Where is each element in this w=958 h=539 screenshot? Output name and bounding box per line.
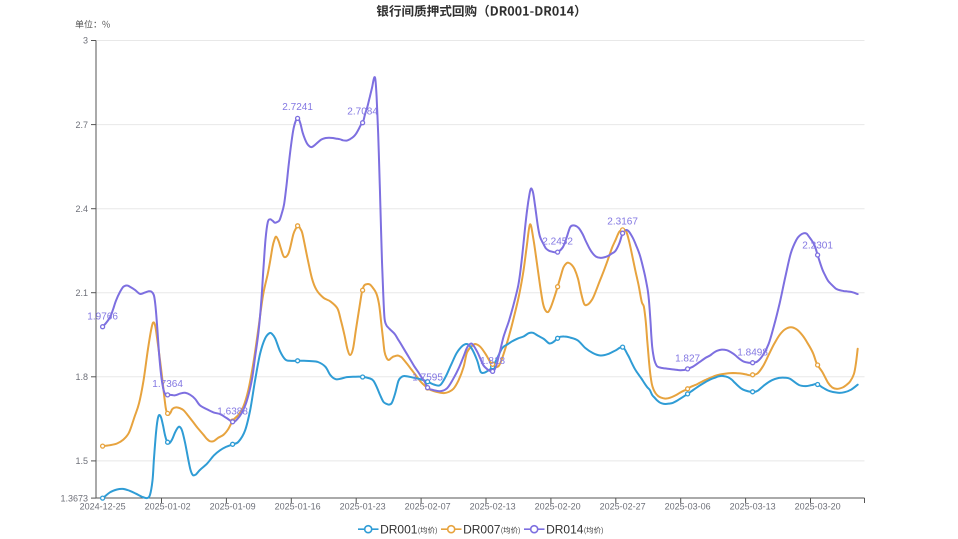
svg-text:1.3673: 1.3673 (60, 493, 88, 503)
svg-text:3: 3 (83, 36, 88, 46)
svg-text:2.1: 2.1 (75, 288, 88, 298)
svg-text:1.9766: 1.9766 (87, 312, 118, 323)
svg-text:2025-01-02: 2025-01-02 (145, 502, 191, 512)
svg-text:2025-03-06: 2025-03-06 (665, 502, 711, 512)
svg-text:2025-02-13: 2025-02-13 (470, 502, 516, 512)
svg-text:2025-03-20: 2025-03-20 (795, 502, 841, 512)
svg-text:1.7595: 1.7595 (412, 373, 443, 384)
svg-text:2025-01-16: 2025-01-16 (275, 502, 321, 512)
svg-text:1.6388: 1.6388 (217, 406, 248, 417)
svg-text:1.5: 1.5 (75, 456, 88, 466)
svg-text:2.7241: 2.7241 (282, 102, 313, 113)
svg-text:2.2301: 2.2301 (802, 241, 833, 252)
svg-text:2025-02-20: 2025-02-20 (535, 502, 581, 512)
svg-text:1.8498: 1.8498 (737, 347, 768, 358)
svg-text:2.3167: 2.3167 (607, 216, 638, 227)
svg-text:2025-03-13: 2025-03-13 (730, 502, 776, 512)
svg-text:2025-01-23: 2025-01-23 (340, 502, 386, 512)
svg-text:2.7084: 2.7084 (347, 107, 378, 118)
svg-text:2025-02-27: 2025-02-27 (600, 502, 646, 512)
svg-text:DR014: DR014 (546, 522, 584, 536)
svg-text:2025-02-07: 2025-02-07 (405, 502, 451, 512)
svg-text:2024-12-25: 2024-12-25 (80, 502, 126, 512)
svg-text:1.8: 1.8 (75, 372, 88, 382)
svg-text:2.4: 2.4 (75, 204, 88, 214)
svg-text:2025-01-09: 2025-01-09 (210, 502, 256, 512)
svg-text:2.2452: 2.2452 (542, 236, 573, 247)
svg-text:DR007: DR007 (463, 522, 501, 536)
svg-text:2.7: 2.7 (75, 120, 88, 130)
svg-text:1.818: 1.818 (480, 356, 505, 367)
svg-text:1.7364: 1.7364 (152, 379, 183, 390)
svg-text:DR001: DR001 (380, 522, 418, 536)
svg-text:1.827: 1.827 (675, 354, 700, 365)
